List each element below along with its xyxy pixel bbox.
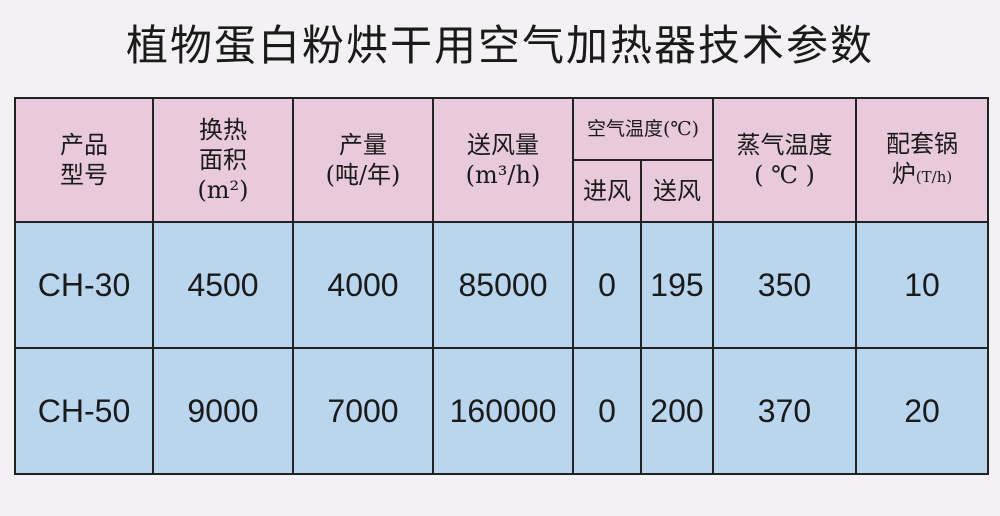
spec-table: 产品 型号 换热 面积 (m²) 产量 (吨/年) 送风量 (m³/h) 空气温度(℃) … bbox=[14, 97, 989, 475]
page-title: 植物蛋白粉烘干用空气加热器技术参数 bbox=[125, 21, 874, 70]
cell-boiler: 10 bbox=[855, 221, 989, 349]
header-air-temp: 空气温度(℃) bbox=[572, 97, 714, 161]
cell-air-out: 195 bbox=[640, 221, 714, 349]
cell-air-in: 0 bbox=[572, 221, 642, 349]
cell-output: 7000 bbox=[292, 347, 434, 475]
cell-airflow: 85000 bbox=[432, 221, 574, 349]
cell-steam-temp: 350 bbox=[712, 221, 857, 349]
cell-area: 4500 bbox=[152, 221, 294, 349]
header-air-in: 进风 bbox=[572, 159, 642, 223]
header-steam-temp: 蒸气温度( ℃ ) bbox=[712, 97, 857, 223]
table-row: CH-50 9000 7000 160000 0 200 370 20 bbox=[14, 347, 989, 475]
header-output: 产量 (吨/年) bbox=[292, 97, 434, 223]
cell-airflow: 160000 bbox=[432, 347, 574, 475]
cell-area: 9000 bbox=[152, 347, 294, 475]
cell-model: CH-50 bbox=[14, 347, 154, 475]
cell-boiler: 20 bbox=[855, 347, 989, 475]
header-air-out: 送风 bbox=[640, 159, 714, 223]
cell-output: 4000 bbox=[292, 221, 434, 349]
header-model: 产品 型号 bbox=[14, 97, 154, 223]
header-row: 产品 型号 换热 面积 (m²) 产量 (吨/年) 送风量 (m³/h) 空气温度(℃) … bbox=[14, 97, 989, 223]
cell-model: CH-30 bbox=[14, 221, 154, 349]
header-airflow: 送风量 (m³/h) bbox=[432, 97, 574, 223]
table-row: CH-30 4500 4000 85000 0 195 350 10 bbox=[14, 221, 989, 349]
cell-steam-temp: 370 bbox=[712, 347, 857, 475]
header-area: 换热 面积 (m²) bbox=[152, 97, 294, 223]
cell-air-in: 0 bbox=[572, 347, 642, 475]
header-boiler: 配套锅 炉(T/h) bbox=[855, 97, 989, 223]
subheader-row: 进风 送风 bbox=[15, 159, 988, 223]
cell-air-out: 200 bbox=[640, 347, 714, 475]
